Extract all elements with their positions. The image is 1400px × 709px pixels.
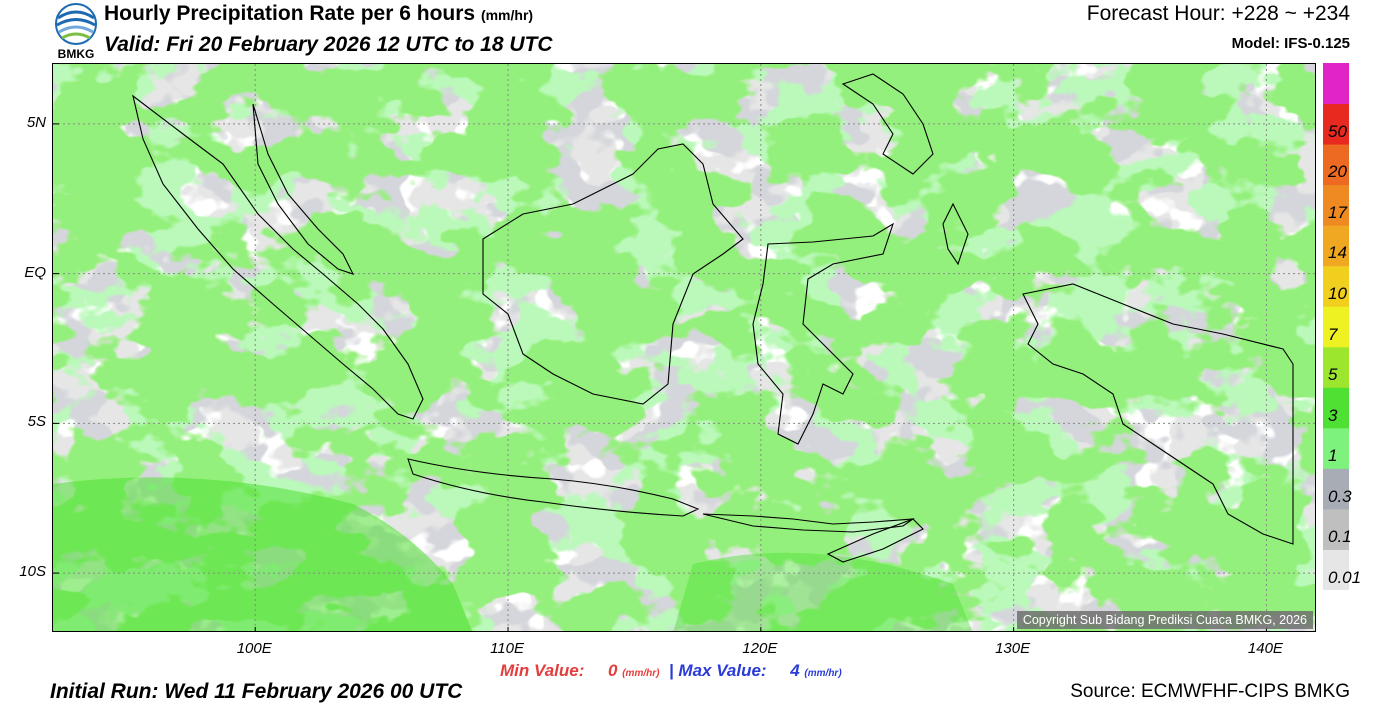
model-name: Model: IFS-0.125: [1231, 35, 1350, 52]
legend-swatch-8: [1323, 225, 1349, 267]
legend-swatch-6: [1323, 306, 1349, 348]
lat-label-5S: 5S: [27, 413, 46, 431]
legend-swatch-10: [1323, 144, 1349, 186]
legend-level-20: 20: [1328, 162, 1347, 182]
legend-level-17: 17: [1328, 202, 1347, 222]
lon-label-130E: 130E: [995, 640, 1031, 657]
lon-label-140E: 140E: [1247, 640, 1283, 657]
legend-level-3: 3: [1328, 405, 1338, 425]
precipitation-map: Copyright Sub Bidang Prediksi Cuaca BMKG…: [52, 63, 1316, 632]
precipitation-color-legend: [1323, 63, 1349, 590]
lat-label-EQ: EQ: [24, 263, 46, 281]
indian-ocean-rain-band: [53, 477, 473, 631]
valid-time: Valid: Fri 20 February 2026 12 UTC to 18…: [104, 33, 553, 56]
graticule: [53, 64, 1315, 631]
philippines-coast: [841, 73, 934, 175]
bmkg-logo: BMKG: [55, 3, 97, 60]
coastlines: [132, 73, 1294, 563]
initial-run: Initial Run: Wed 11 February 2026 00 UTC: [50, 680, 463, 703]
min-value: 0: [608, 661, 618, 680]
sumatra-coast: [132, 94, 424, 420]
forecast-hour: Forecast Hour: +228 ~ +234: [1086, 2, 1350, 25]
halmahera-coast: [942, 202, 969, 266]
data-source: Source: ECMWFHF-CIPS BMKG: [1070, 681, 1350, 702]
min-value-label: Min Value:: [500, 661, 585, 680]
legend-level-7: 7: [1328, 324, 1338, 344]
lat-label-5N: 5N: [26, 113, 46, 131]
min-max-separator: |: [668, 661, 674, 680]
title-unit: (mm/hr): [480, 7, 534, 23]
legend-level-0.3: 0.3: [1328, 486, 1352, 506]
min-unit: (mm/hr): [622, 668, 660, 679]
lon-label-100E: 100E: [236, 640, 272, 657]
legend-level-5: 5: [1328, 365, 1338, 385]
legend-swatch-7: [1323, 265, 1349, 307]
max-value-label: Max Value:: [678, 661, 767, 680]
legend-swatch-2: [1323, 468, 1349, 510]
malay-peninsula-coast: [252, 103, 355, 275]
max-value: 4: [790, 661, 800, 680]
legend-swatch-5: [1323, 346, 1349, 388]
lon-label-110E: 110E: [490, 640, 524, 657]
papua-coast: [1022, 283, 1294, 545]
legend-level-50: 50: [1328, 121, 1347, 141]
borneo-coast: [482, 143, 744, 405]
timor-sea-rain-band: [673, 552, 973, 631]
legend-swatch-1: [1323, 508, 1349, 550]
map-title: Hourly Precipitation Rate per 6 hours (m…: [104, 2, 533, 26]
legend-level-0.1: 0.1: [1328, 527, 1352, 547]
java-coast: [407, 458, 700, 517]
legend-level-0.01: 0.01: [1328, 567, 1362, 587]
legend-swatch-11: [1323, 103, 1349, 145]
max-unit: (mm/hr): [804, 668, 842, 679]
lat-label-10S: 10S: [19, 563, 46, 581]
min-max-values: Min Value: 0 (mm/hr) | Max Value: 4 (mm/…: [500, 661, 842, 681]
copyright-notice: Copyright Sub Bidang Prediksi Cuaca BMKG…: [1016, 611, 1313, 629]
legend-swatch-9: [1323, 184, 1349, 226]
legend-level-1: 1: [1328, 446, 1338, 466]
map-canvas: [53, 64, 1315, 631]
legend-swatch-4: [1323, 387, 1349, 429]
timor-coast: [826, 518, 924, 563]
legend-level-10: 10: [1328, 283, 1347, 303]
lon-label-120E: 120E: [742, 640, 778, 657]
legend-swatch-0: [1323, 549, 1349, 590]
legend-swatch-12: [1323, 63, 1349, 105]
title-text: Hourly Precipitation Rate per 6 hours: [104, 2, 476, 25]
legend-swatch-3: [1323, 427, 1349, 469]
sulawesi-coast: [752, 222, 894, 445]
legend-level-14: 14: [1328, 243, 1347, 263]
logo-text: BMKG: [58, 47, 95, 60]
